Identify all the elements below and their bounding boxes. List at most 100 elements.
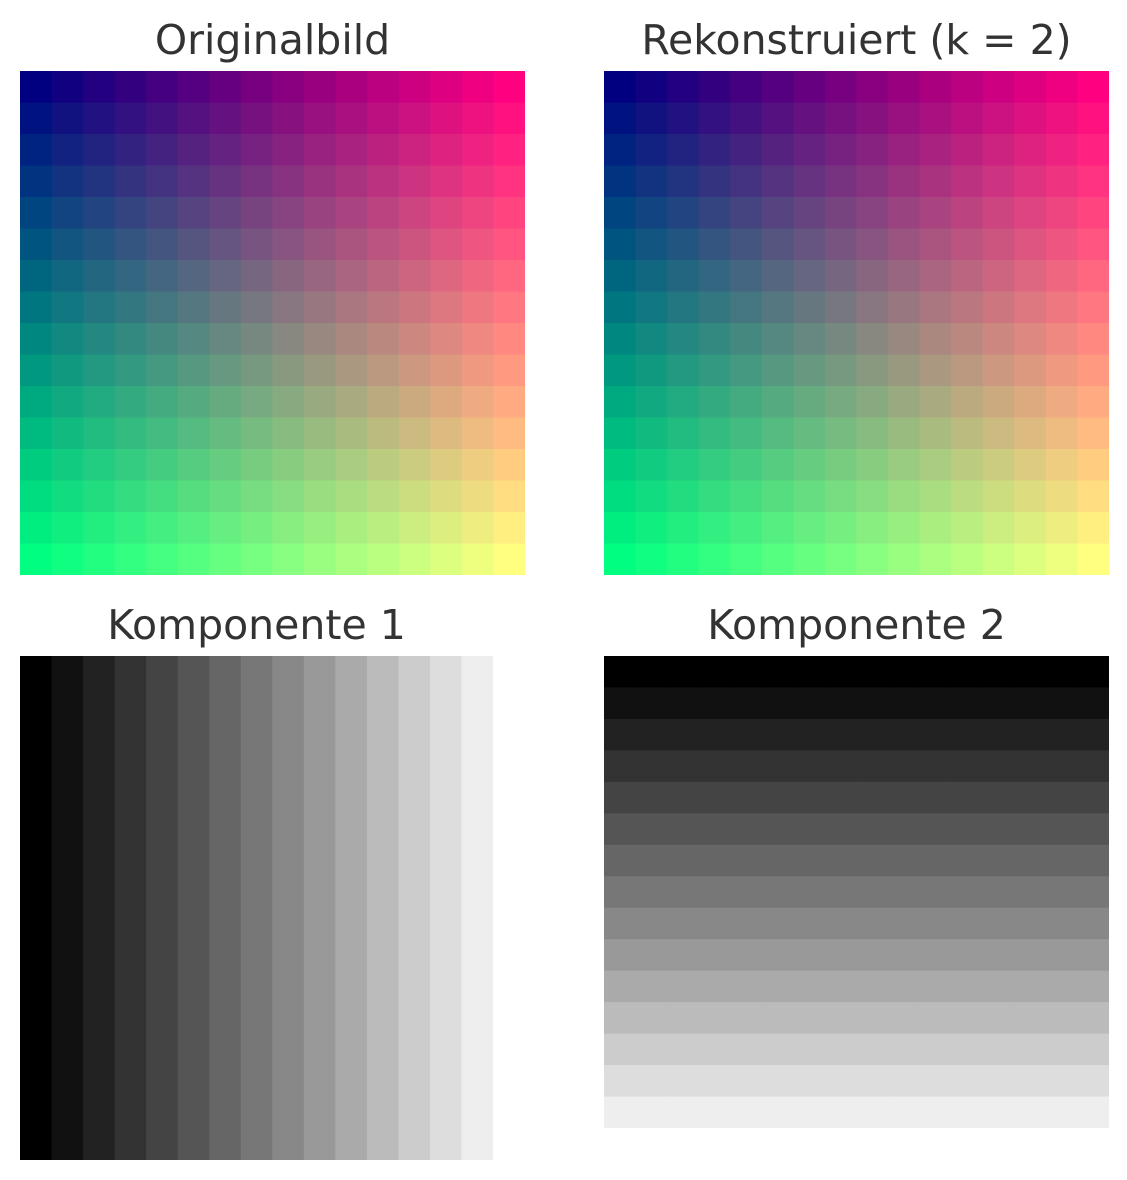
heatmap-cell bbox=[335, 197, 368, 230]
heatmap-cell bbox=[146, 71, 179, 104]
heatmap-cell bbox=[604, 543, 637, 575]
heatmap-cell bbox=[240, 1034, 273, 1067]
heatmap-cell bbox=[793, 813, 826, 846]
heatmap-cell bbox=[856, 718, 889, 751]
heatmap-cell bbox=[429, 939, 463, 972]
heatmap-cell bbox=[461, 480, 495, 513]
heatmap-cell bbox=[398, 197, 431, 230]
heatmap-cell bbox=[114, 813, 147, 846]
heatmap-cell bbox=[982, 1096, 1015, 1128]
heatmap-cell bbox=[730, 1002, 763, 1035]
heatmap-cell bbox=[240, 1128, 273, 1160]
heatmap-cell bbox=[793, 102, 826, 135]
heatmap-cell bbox=[604, 323, 637, 356]
heatmap-cell bbox=[982, 386, 1015, 419]
heatmap-cell bbox=[1045, 417, 1079, 450]
heatmap-cell bbox=[1014, 543, 1047, 575]
heatmap-cell bbox=[177, 512, 210, 545]
heatmap-cell bbox=[1014, 102, 1047, 135]
heatmap-cell bbox=[398, 656, 431, 689]
heatmap-cell bbox=[493, 165, 525, 198]
heatmap-cell bbox=[209, 876, 242, 909]
heatmap-cell bbox=[919, 449, 952, 482]
heatmap-cell bbox=[1014, 323, 1047, 356]
heatmap-cell bbox=[982, 1033, 1015, 1066]
heatmap-cell bbox=[83, 719, 116, 752]
heatmap-cell bbox=[856, 907, 889, 940]
heatmap-cell bbox=[635, 480, 668, 513]
heatmap-cell bbox=[667, 939, 700, 972]
heatmap-cell bbox=[919, 687, 952, 720]
heatmap-cell bbox=[114, 782, 147, 815]
heatmap-cell bbox=[83, 750, 116, 783]
heatmap-cell bbox=[856, 687, 889, 720]
heatmap-cell bbox=[272, 165, 305, 198]
heatmap-cell bbox=[51, 1128, 84, 1160]
heatmap-komponente-1 bbox=[20, 656, 493, 1160]
heatmap-cell bbox=[793, 417, 826, 450]
heatmap-cell bbox=[604, 449, 637, 482]
heatmap-cell bbox=[1014, 907, 1047, 940]
heatmap-cell bbox=[51, 449, 84, 482]
heatmap-cell bbox=[367, 228, 400, 261]
heatmap-cell bbox=[304, 165, 337, 198]
heatmap-cell bbox=[856, 1033, 889, 1066]
heatmap-cell bbox=[730, 543, 763, 575]
heatmap-cell bbox=[114, 1128, 147, 1160]
heatmap-cell bbox=[51, 197, 84, 230]
heatmap-cell bbox=[1014, 260, 1047, 293]
heatmap-cell bbox=[856, 813, 889, 846]
heatmap-cell bbox=[604, 939, 637, 972]
heatmap-cell bbox=[429, 971, 463, 1004]
heatmap-cell bbox=[982, 907, 1015, 940]
heatmap-cell bbox=[20, 656, 53, 689]
heatmap-cell bbox=[335, 512, 368, 545]
heatmap-cell bbox=[888, 781, 921, 814]
heatmap-cell bbox=[177, 323, 210, 356]
heatmap-cell bbox=[730, 1065, 763, 1098]
heatmap-cell bbox=[114, 291, 147, 324]
heatmap-cell bbox=[335, 971, 368, 1004]
heatmap-cell bbox=[461, 417, 495, 450]
heatmap-cell bbox=[114, 197, 147, 230]
heatmap-cell bbox=[761, 1002, 794, 1035]
heatmap-cell bbox=[51, 102, 84, 135]
heatmap-cell bbox=[730, 291, 763, 324]
heatmap-cell bbox=[793, 718, 826, 751]
heatmap-cell bbox=[761, 449, 794, 482]
heatmap-cell bbox=[982, 656, 1015, 689]
heatmap-cell bbox=[493, 480, 525, 513]
heatmap-cell bbox=[824, 1033, 858, 1066]
heatmap-cell bbox=[146, 939, 179, 972]
heatmap-cell bbox=[20, 1002, 53, 1035]
heatmap-cell bbox=[635, 449, 668, 482]
heatmap-cell bbox=[83, 876, 116, 909]
heatmap-cell bbox=[1077, 102, 1109, 135]
heatmap-cell bbox=[240, 71, 274, 104]
heatmap-cell bbox=[667, 813, 700, 846]
heatmap-cell bbox=[919, 480, 952, 513]
heatmap-cell bbox=[366, 813, 399, 846]
heatmap-cell bbox=[461, 449, 495, 482]
heatmap-cell bbox=[604, 71, 637, 104]
heatmap-cell bbox=[730, 844, 763, 877]
heatmap-cell bbox=[272, 782, 305, 815]
heatmap-cell bbox=[83, 291, 116, 324]
heatmap-cell bbox=[635, 260, 668, 293]
heatmap-cell bbox=[919, 1096, 952, 1128]
heatmap-cell bbox=[461, 719, 493, 752]
heatmap-cell bbox=[698, 844, 731, 877]
heatmap-cell bbox=[430, 102, 463, 135]
heatmap-cell bbox=[51, 71, 84, 104]
heatmap-cell bbox=[461, 323, 495, 356]
heatmap-cell bbox=[761, 939, 794, 972]
heatmap-cell bbox=[177, 165, 210, 198]
heatmap-cell bbox=[366, 1097, 399, 1130]
heatmap-cell bbox=[1045, 1096, 1079, 1128]
heatmap-cell bbox=[761, 417, 794, 450]
heatmap-cell bbox=[951, 543, 984, 575]
heatmap-cell bbox=[461, 291, 495, 324]
heatmap-cell bbox=[240, 1097, 273, 1130]
heatmap-cell bbox=[20, 750, 53, 783]
heatmap-cell bbox=[919, 260, 952, 293]
